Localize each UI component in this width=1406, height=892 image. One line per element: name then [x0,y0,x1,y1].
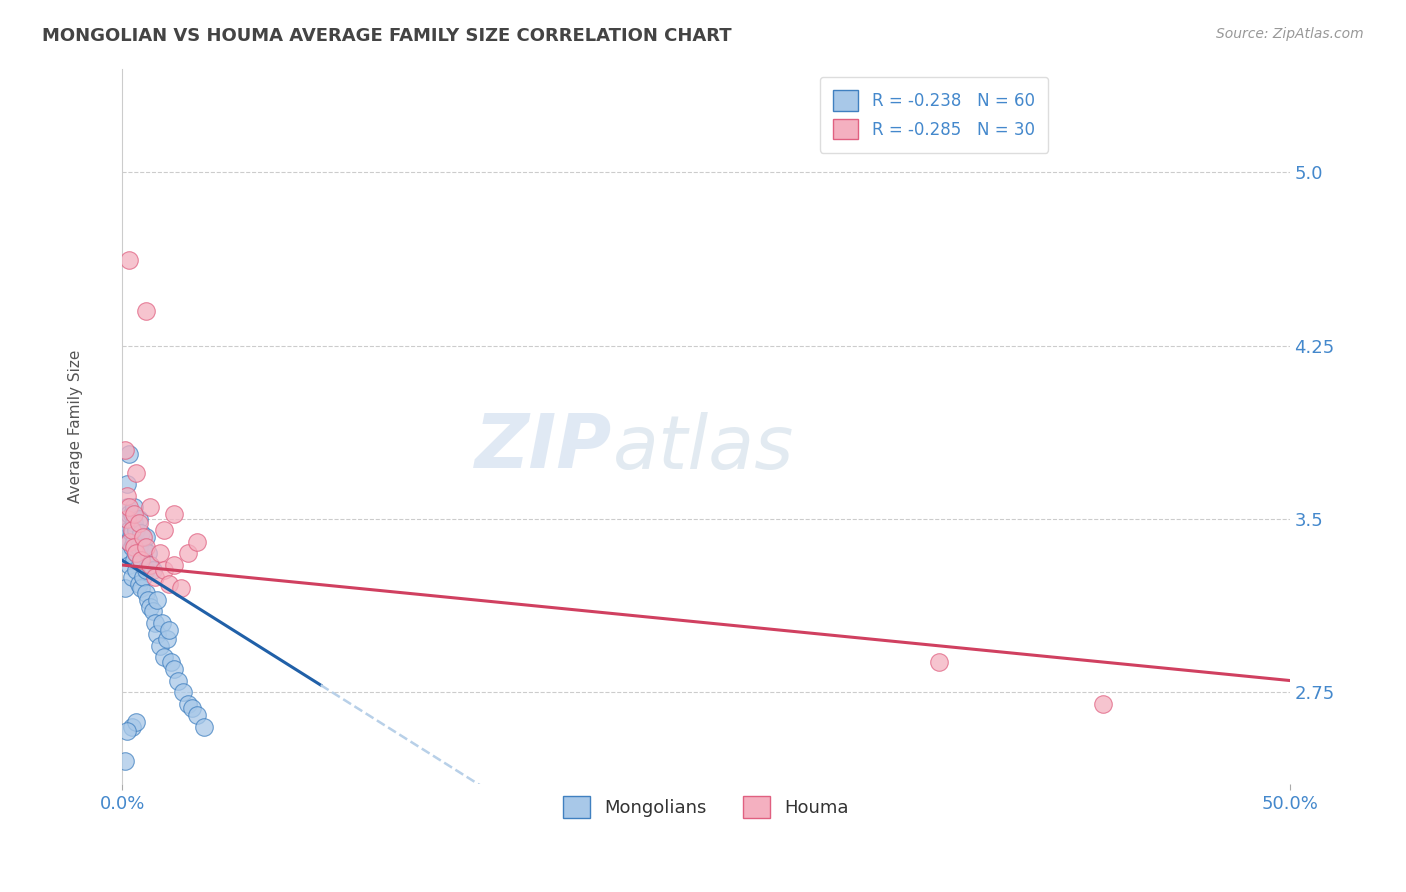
Point [153,524,176,538]
Point [128,516,150,531]
Point [118,500,141,515]
Point [122,500,145,515]
Point [149,639,172,653]
Point [153,563,176,577]
Point [176,697,198,711]
Point [129,553,152,567]
Point [118,253,141,268]
Point [132,569,155,583]
Point [115,512,138,526]
Point [129,525,152,540]
Point [115,477,138,491]
Point [125,547,148,561]
Point [122,540,145,554]
Point [136,592,159,607]
Point [129,553,152,567]
Point [132,530,155,544]
Point [139,500,162,515]
Point [157,576,180,591]
Point [136,547,159,561]
Point [163,662,186,676]
Point [132,540,155,554]
Point [125,524,148,538]
Text: ZIP: ZIP [475,411,613,484]
Point [928,655,950,669]
Point [167,673,190,688]
Point [139,558,162,572]
Point [114,581,136,595]
Point [172,685,194,699]
Point [121,525,143,540]
Point [1091,697,1114,711]
Point [153,650,176,665]
Point [163,558,186,572]
Point [115,500,138,515]
Point [115,530,138,544]
Point [135,304,157,318]
Point [121,524,143,538]
Point [176,547,198,561]
Point [115,724,138,739]
Point [163,507,186,521]
Point [146,627,169,641]
Point [142,604,165,618]
Point [157,623,180,637]
Point [122,535,145,549]
Point [181,701,204,715]
Point [149,547,172,561]
Point [135,563,157,577]
Legend: Mongolians, Houma: Mongolians, Houma [555,789,856,825]
Point [146,592,169,607]
Point [143,569,166,583]
Text: Average Family Size: Average Family Size [67,350,83,503]
Point [170,581,193,595]
Text: atlas: atlas [613,412,794,484]
Text: Source: ZipAtlas.com: Source: ZipAtlas.com [1216,27,1364,41]
Point [193,720,215,734]
Point [115,516,138,531]
Point [122,516,145,531]
Point [129,581,152,595]
Point [135,540,157,554]
Point [125,563,148,577]
Point [118,558,141,572]
Point [125,466,148,480]
Point [118,447,141,461]
Point [121,507,143,521]
Point [114,442,136,457]
Point [135,530,157,544]
Point [122,507,145,521]
Point [156,632,179,646]
Point [114,547,136,561]
Point [118,524,141,538]
Point [122,553,145,567]
Point [114,512,136,526]
Point [118,535,141,549]
Point [160,655,183,669]
Text: MONGOLIAN VS HOUMA AVERAGE FAMILY SIZE CORRELATION CHART: MONGOLIAN VS HOUMA AVERAGE FAMILY SIZE C… [42,27,731,45]
Point [115,489,138,503]
Point [128,540,150,554]
Point [121,720,143,734]
Point [186,535,208,549]
Point [142,563,165,577]
Point [186,708,208,723]
Point [150,615,173,630]
Point [128,576,150,591]
Point [114,755,136,769]
Point [125,547,148,561]
Point [118,535,141,549]
Point [135,586,157,600]
Point [143,615,166,630]
Point [139,558,162,572]
Point [125,715,148,730]
Point [121,540,143,554]
Point [128,512,150,526]
Point [118,507,141,521]
Point [139,599,162,614]
Point [121,569,143,583]
